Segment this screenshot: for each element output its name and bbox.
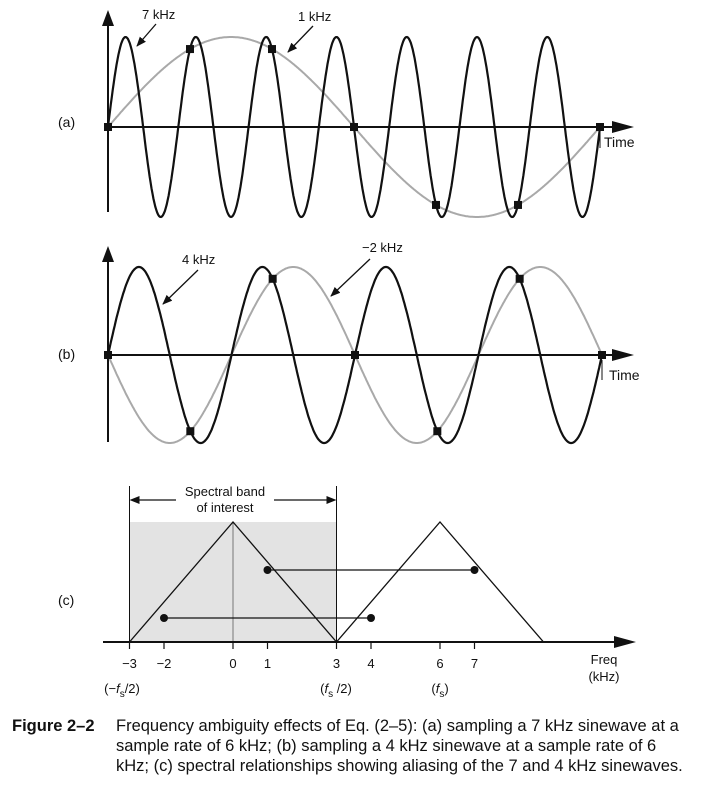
tick-label: 7 — [471, 656, 478, 671]
alias-links — [160, 566, 479, 622]
tick-label: 4 — [367, 656, 374, 671]
panel-a-1khz-pointer — [287, 25, 314, 53]
panel-a-time-arrowhead — [612, 121, 634, 133]
panel-b: (b) Time 4 kHz −2 kHz — [58, 240, 640, 445]
alias-dot — [367, 614, 375, 622]
panel-a-7khz-pointer — [136, 23, 157, 47]
freq-ticks: −3 −2 0 1 3 4 6 7 — [122, 642, 478, 671]
panel-a-sample-points — [104, 45, 604, 209]
spectral-replicas — [129, 521, 544, 643]
panel-b-time-label: Time — [609, 367, 640, 383]
spectral-band-arrowhead-right — [326, 496, 337, 504]
panel-b-neg2khz-pointer — [330, 258, 371, 297]
alias-dot — [160, 614, 168, 622]
sample-point — [432, 200, 440, 209]
figure-2-2: (a) Time 7 kHz 1 kHz (b) Time 4 kHz −2 k… — [58, 7, 640, 700]
freq-axis-label-line1: Freq — [591, 652, 618, 667]
spectral-band-label-line1: Spectral band — [185, 484, 265, 499]
panel-a-time-label: Time — [604, 134, 635, 150]
sample-point — [514, 200, 522, 209]
panel-b-y-arrowhead — [102, 246, 114, 262]
panel-a-y-arrowhead — [102, 10, 114, 26]
caption-text: Frequency ambiguity effects of Eq. (2–5)… — [116, 717, 683, 775]
tick-label: 6 — [436, 656, 443, 671]
panel-a-7khz-label: 7 kHz — [142, 7, 175, 22]
panel-c-label: (c) — [58, 592, 74, 608]
panel-c: (c) Spectral band of interest −3 −2 0 1 3 4 6 7… — [58, 484, 636, 700]
sample-point — [268, 274, 277, 283]
sample-point — [515, 274, 524, 283]
panel-a: (a) Time 7 kHz 1 kHz — [58, 7, 635, 219]
panel-b-sample-points — [104, 274, 606, 436]
sample-point — [104, 351, 112, 359]
sample-point — [268, 45, 276, 54]
sample-point — [350, 123, 358, 131]
tick-label: 3 — [333, 656, 340, 671]
neg-fs-half-label: (−fs/2) — [104, 681, 140, 700]
fs-half-label: (fs /2) — [320, 681, 352, 700]
sample-point — [598, 351, 606, 359]
tick-label: −3 — [122, 656, 137, 671]
freq-axis-label-line2: (kHz) — [588, 669, 619, 684]
sample-point — [104, 123, 112, 131]
sample-point — [186, 45, 194, 54]
freq-axis-arrowhead — [614, 636, 636, 648]
spectral-triangle — [129, 521, 337, 643]
panel-b-label: (b) — [58, 346, 75, 362]
sample-point — [433, 427, 442, 436]
fs-label: (fs) — [431, 681, 448, 700]
tick-label: 0 — [229, 656, 236, 671]
tick-label: 1 — [264, 656, 271, 671]
panel-b-neg2khz-label: −2 kHz — [362, 240, 403, 255]
spectral-band-label-backdrop — [176, 484, 274, 517]
spectral-band-label-line2: of interest — [196, 500, 253, 515]
sample-point — [596, 123, 604, 131]
alias-dot — [470, 566, 479, 574]
panel-b-time-arrowhead — [612, 349, 634, 361]
caption-label: Figure 2–2 — [12, 717, 95, 735]
panel-b-4khz-pointer — [162, 269, 199, 305]
panel-a-1khz-label: 1 kHz — [298, 9, 331, 24]
panel-b-4khz-label: 4 kHz — [182, 252, 215, 267]
spectral-band-arrowhead-left — [129, 496, 140, 504]
sample-point — [186, 427, 195, 436]
figure-caption: Figure 2–2 Frequency ambiguity effects o… — [12, 716, 692, 776]
alias-dot — [263, 566, 272, 574]
tick-label: −2 — [157, 656, 172, 671]
panel-a-label: (a) — [58, 114, 75, 130]
spectral-triangle — [336, 521, 544, 643]
sample-point — [351, 351, 359, 359]
